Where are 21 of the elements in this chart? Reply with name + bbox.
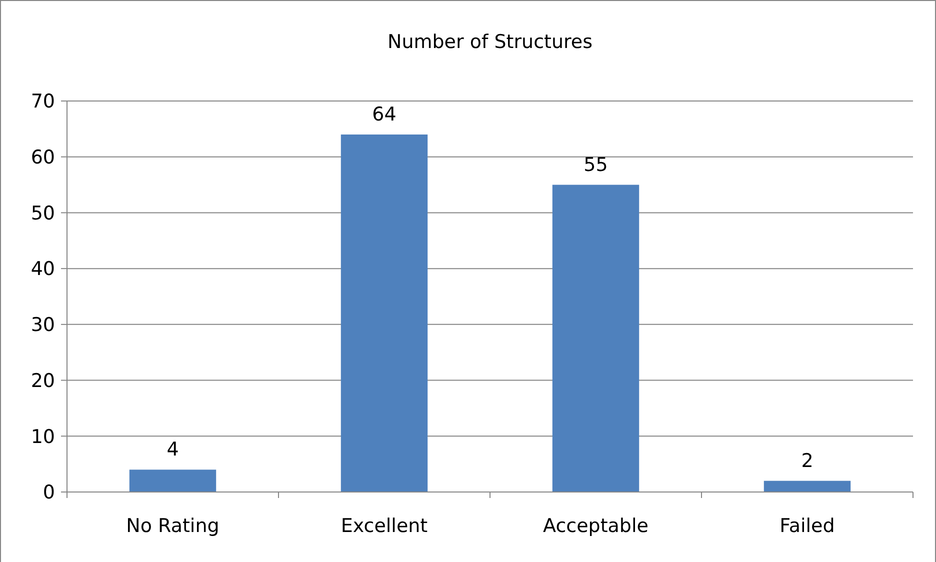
bar xyxy=(340,134,428,492)
chart-title: Number of Structures xyxy=(387,31,593,53)
data-label: 4 xyxy=(166,438,179,461)
bar xyxy=(552,184,640,492)
y-tick-label: 70 xyxy=(30,90,55,113)
y-tick-label: 40 xyxy=(30,258,55,280)
bar xyxy=(764,480,851,492)
x-tick-label: Excellent xyxy=(340,515,428,537)
data-label: 64 xyxy=(372,104,396,126)
x-tick-label: Failed xyxy=(780,515,835,537)
y-tick-label: 30 xyxy=(30,314,55,336)
bar xyxy=(129,470,216,492)
y-tick-label: 60 xyxy=(30,146,55,169)
y-tick-label: 20 xyxy=(30,370,55,392)
data-label: 2 xyxy=(801,450,814,472)
y-tick-label: 50 xyxy=(30,202,55,224)
x-tick-label: Acceptable xyxy=(543,515,648,537)
data-label: 55 xyxy=(584,154,608,176)
x-tick-label: No Rating xyxy=(126,515,220,537)
y-tick-label: 0 xyxy=(42,482,55,504)
y-tick-label: 10 xyxy=(30,426,55,448)
